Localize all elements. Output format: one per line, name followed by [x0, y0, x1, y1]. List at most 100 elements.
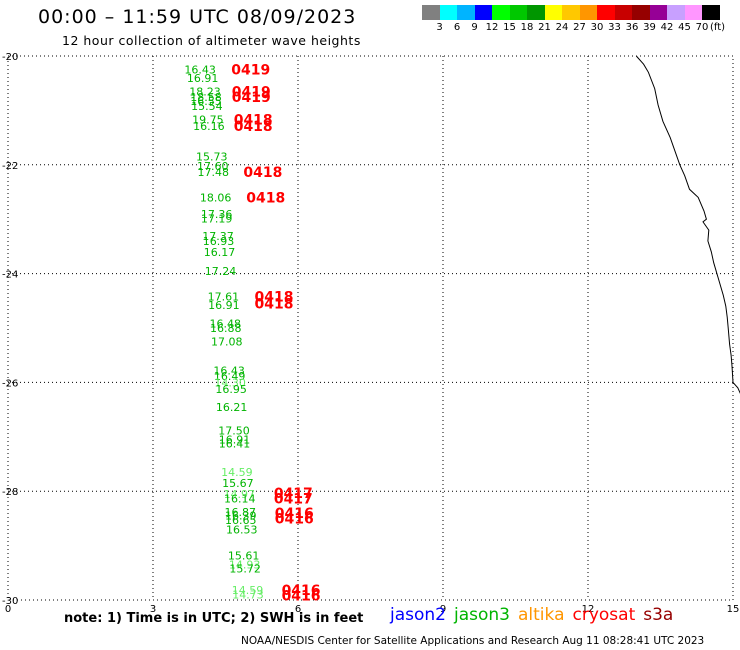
- cycle-labels: 0419041904190418041804180418041804180417…: [231, 63, 320, 605]
- y-tick-label: -28: [2, 487, 18, 498]
- swh-value: 16.16: [193, 120, 225, 133]
- colorbar-label: 36: [625, 22, 639, 33]
- cycle-number: 0418: [255, 297, 294, 313]
- swh-value: 16.65: [225, 514, 257, 527]
- swh-value: 16.95: [215, 383, 247, 396]
- colorbar-swatch: [562, 5, 580, 20]
- swh-value: 17.48: [197, 166, 229, 179]
- colorbar-swatch: [614, 5, 632, 20]
- cycle-number: 0416: [275, 506, 314, 522]
- colorbar-label: 39: [643, 22, 656, 33]
- cycle-number: 0417: [274, 491, 313, 507]
- colorbar-label: 3: [436, 22, 443, 33]
- mission-jason2: jason2: [390, 605, 446, 625]
- colorbar-label: 21: [538, 22, 551, 33]
- swh-value: 15.73: [196, 151, 228, 164]
- colorbar-label: 70: [695, 22, 709, 33]
- map-grid: [8, 56, 733, 600]
- mission-jason3: jason3: [454, 605, 510, 625]
- colorbar-label: 6: [453, 22, 461, 33]
- swh-value: 15.61: [228, 549, 260, 562]
- x-tick-label: 15: [727, 604, 740, 615]
- coastline: [635, 55, 740, 394]
- swh-value: 18.23: [189, 85, 221, 98]
- colorbar-swatch: [544, 5, 562, 20]
- x-tick-label: 9: [440, 604, 446, 615]
- colorbar-swatch: [509, 5, 527, 20]
- colorbar-swatch: [439, 5, 457, 20]
- cycle-number: 0416: [282, 589, 321, 605]
- map-note: note: 1) Time is in UTC; 2) SWH is in fe…: [64, 611, 364, 626]
- colorbar-swatch: [492, 5, 510, 20]
- colorbar-swatch: [684, 5, 702, 20]
- colorbar-label: 30: [590, 22, 604, 33]
- colorbar-swatch: [422, 5, 440, 20]
- cycle-number: 0419: [232, 84, 271, 100]
- colorbar-swatch: [474, 5, 492, 20]
- x-tick-label: 3: [150, 604, 156, 615]
- swh-value: 19.75: [192, 114, 224, 127]
- map-title: 00:00 – 11:59 UTC 08/09/2023: [38, 6, 357, 28]
- swh-value: 16.41: [219, 437, 251, 450]
- swh-value: 16.14: [224, 492, 256, 505]
- mission-legend: jason2 jason3 altika cryosat s3a: [390, 605, 681, 625]
- swh-value: 15.54: [191, 100, 223, 113]
- swh-value: 17.36: [201, 208, 233, 221]
- swh-value: 16.91: [219, 434, 251, 447]
- swh-value: 16.93: [203, 235, 235, 248]
- map-frame: [7, 55, 734, 601]
- colorbar-label: 9: [471, 22, 478, 33]
- cycle-number: 0418: [243, 165, 282, 181]
- mission-cryosat: cryosat: [572, 605, 636, 625]
- y-tick-label: -20: [2, 52, 18, 63]
- swh-value: 17.60: [197, 160, 229, 173]
- swh-value: 14.93: [229, 559, 261, 572]
- colorbar-swatch: [579, 5, 597, 20]
- swh-value: 16.55: [190, 95, 222, 108]
- swh-value: 16.88: [210, 322, 242, 335]
- x-tick-label: 0: [5, 604, 11, 615]
- swh-value: 17.50: [218, 424, 250, 437]
- map-subtitle: 12 hour collection of altimeter wave hei…: [62, 33, 361, 48]
- cycle-number: 0418: [255, 289, 294, 305]
- colorbar-label: 27: [573, 22, 586, 33]
- swh-value: 14.59: [221, 466, 253, 479]
- swh-value: 17.24: [205, 265, 237, 278]
- cycle-number: 0418: [234, 113, 273, 129]
- colorbar-label: 45: [678, 22, 691, 33]
- colorbar-label: 18: [520, 22, 534, 33]
- wave-height-observations: 16.4316.9118.2318.5816.5515.5419.7516.16…: [184, 64, 263, 602]
- x-tick-label: 6: [295, 604, 301, 615]
- cycle-number: 0416: [275, 511, 314, 527]
- cycle-number: 0418: [246, 190, 285, 206]
- axis-ticks: 0 3 6 9 12 15 -20 -22 -24 -26 -28 -30: [2, 52, 739, 615]
- swh-value: 16.49: [214, 370, 246, 383]
- y-tick-label: -22: [2, 161, 18, 172]
- cycle-number: 0417: [274, 486, 313, 502]
- cycle-number: 0419: [231, 63, 270, 79]
- swh-value: 17.08: [211, 336, 243, 349]
- y-tick-label: -26: [2, 378, 18, 389]
- swh-value: 16.91: [187, 72, 219, 85]
- swh-value: 15.72: [229, 562, 261, 575]
- swh-value: 16.87: [225, 506, 256, 519]
- swh-value: 16.39: [225, 510, 257, 523]
- colorbar-label: 12: [485, 22, 499, 33]
- swh-value: 15.67: [222, 477, 254, 490]
- colorbar-label: 33: [608, 22, 621, 33]
- swh-value: 16.48: [210, 318, 242, 331]
- mission-altika: altika: [518, 605, 565, 625]
- cycle-number: 0418: [234, 119, 273, 135]
- swh-value: 16.17: [204, 246, 236, 259]
- colorbar-label: 42: [660, 22, 674, 33]
- colorbar-swatch: [527, 5, 545, 20]
- map-footer: NOAA/NESDIS Center for Satellite Applica…: [241, 635, 705, 647]
- colorbar-swatch: [667, 5, 685, 20]
- swh-value: 16.43: [213, 364, 245, 377]
- colorbar-swatch: [649, 5, 667, 20]
- swh-value: 14.97: [224, 488, 256, 501]
- colorbar-swatch: [632, 5, 650, 20]
- swh-value: 17.37: [202, 230, 234, 243]
- colorbar-unit: (ft): [710, 22, 726, 33]
